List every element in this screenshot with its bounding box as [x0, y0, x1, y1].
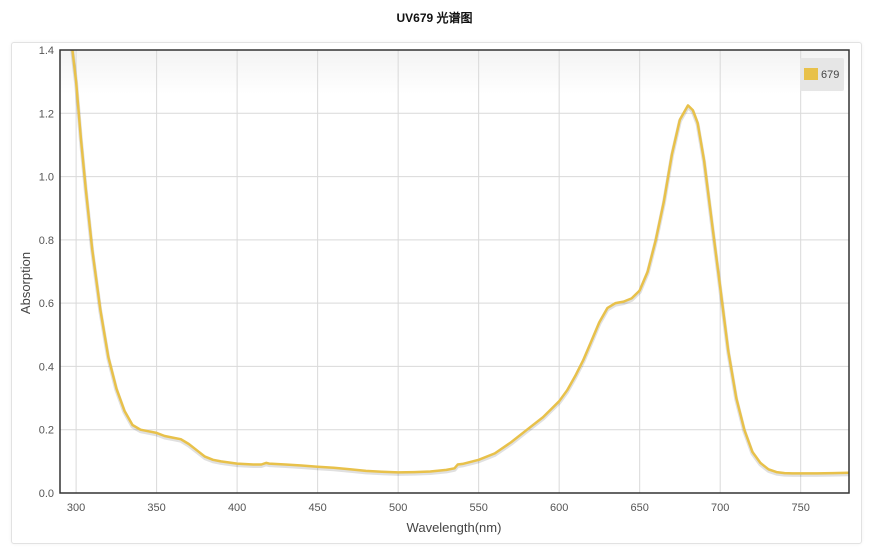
y-tick-label: 0.4: [39, 361, 54, 373]
x-tick-label: 650: [630, 502, 648, 514]
x-tick-label: 400: [228, 502, 246, 514]
chart-title: UV679 光谱图: [396, 11, 473, 25]
y-gridlines: [60, 112, 849, 431]
x-tick-label: 350: [147, 502, 165, 514]
series-layer: [70, 50, 849, 477]
x-tick-label: 550: [469, 502, 487, 514]
y-tick-label: 1.2: [39, 108, 54, 120]
legend-label: 679: [821, 69, 839, 81]
x-tick-label: 600: [550, 502, 568, 514]
x-tick-label: 700: [711, 502, 729, 514]
y-tick-label: 0.8: [39, 235, 54, 247]
x-axis-label: Wavelength(nm): [407, 520, 502, 535]
plot-border: [59, 49, 850, 494]
x-tick-label: 750: [792, 502, 810, 514]
legend-swatch: [804, 68, 818, 80]
x-tick-label: 450: [308, 502, 326, 514]
y-tick-label: 1.0: [39, 172, 54, 184]
plot-area: [60, 50, 849, 493]
legend-box: [800, 58, 844, 91]
x-tick-labels: 300 350 400 450 500 550 600 650 700 750: [67, 502, 810, 514]
y-tick-label: 0.0: [39, 488, 54, 500]
x-gridlines: [75, 50, 802, 493]
legend[interactable]: 679: [800, 58, 844, 91]
y-tick-label: 1.4: [39, 45, 54, 57]
series-line-679: [71, 50, 849, 475]
y-tick-label: 0.6: [39, 298, 54, 310]
x-tick-label: 500: [389, 502, 407, 514]
y-axis-label: Absorption: [18, 252, 33, 314]
y-tick-labels: 0.0 0.2 0.4 0.6 0.8 1.0 1.2 1.4: [39, 45, 54, 500]
y-tick-label: 0.2: [39, 425, 54, 437]
x-tick-label: 300: [67, 502, 85, 514]
